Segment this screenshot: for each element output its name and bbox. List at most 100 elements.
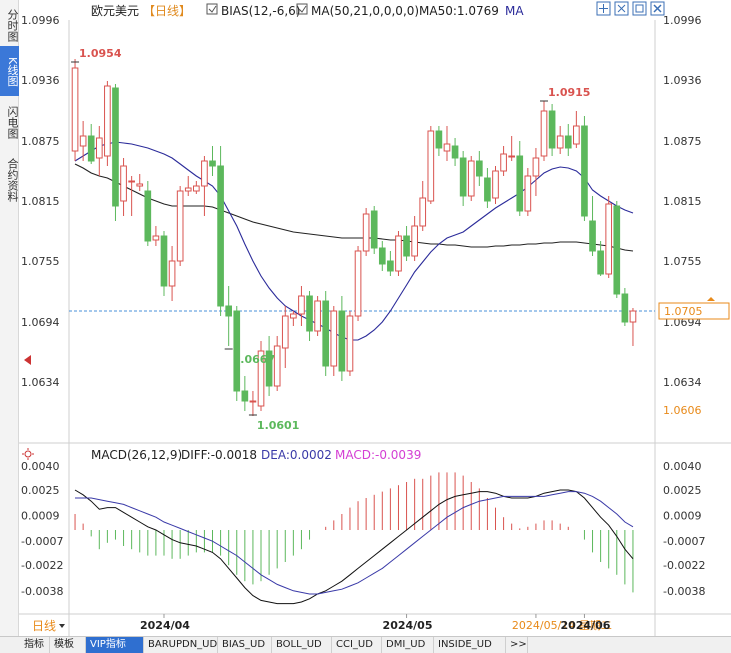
chart-period: 【日线】	[143, 4, 191, 18]
macd-settings-icon[interactable]	[22, 448, 34, 460]
macd-y-tick-right: -0.0038	[663, 585, 705, 598]
price-chart[interactable]: 欧元美元 【日线】 BIAS(12,-6,6) MA(50,21,0,0,0,0…	[19, 0, 731, 636]
indicator-tab-5[interactable]: BOLL_UD	[272, 637, 332, 653]
candle-body	[241, 390, 249, 402]
macd-y-tick-right: 0.0040	[663, 460, 702, 473]
indicator-tab-9[interactable]: >>	[506, 637, 528, 653]
candle-body	[281, 315, 289, 349]
up-arrow-icon	[707, 297, 715, 301]
candle-body	[370, 210, 378, 249]
window-icon[interactable]	[632, 1, 647, 16]
candle-body	[419, 197, 427, 227]
close-icon[interactable]	[650, 1, 665, 16]
candle-body	[362, 213, 370, 252]
candle-body	[257, 350, 265, 407]
indicator-tab-2[interactable]: VIP指标	[86, 637, 144, 653]
candle-body	[160, 235, 168, 287]
current-price-box	[658, 302, 730, 320]
x-tick-label: 2024/05	[383, 619, 433, 632]
y-tick-right: 1.0996	[663, 14, 702, 27]
macd-name: MACD(26,12,9)	[91, 448, 182, 462]
macd-dea: DEA:0.0002	[261, 448, 332, 462]
macd-y-tick-left: -0.0007	[21, 535, 63, 548]
indicator-tab-7[interactable]: DMI_UD	[382, 637, 434, 653]
macd-y-tick-right: -0.0007	[663, 535, 705, 548]
indicator-tab-bar: 指标 模板 VIP指标 BARUPDN_UD BIAS_UD BOLL_UD CCI_UD D…	[0, 636, 731, 653]
candle-body	[192, 185, 200, 192]
current-price-label: 1.0705	[664, 305, 703, 318]
y-tick-right: 1.0936	[663, 74, 702, 87]
macd-y-tick-left: 0.0040	[21, 460, 60, 473]
y-tick-left: 1.0996	[21, 14, 60, 27]
visibility-icon[interactable]	[206, 3, 218, 15]
macd-y-tick-right: 0.0009	[663, 510, 702, 523]
indicator-tab-8[interactable]: INSIDE_UD	[434, 637, 506, 653]
extreme-label: 1.0667	[233, 353, 275, 366]
sidebar-tab-0[interactable]: 分时图	[6, 8, 19, 42]
candle-body	[556, 135, 564, 149]
candle-body	[500, 153, 507, 172]
extreme-label: 1.0601	[257, 419, 299, 432]
candle-body	[298, 295, 305, 315]
candle-body	[290, 313, 297, 319]
candle-body	[144, 190, 152, 242]
candle-body	[597, 250, 604, 275]
bias-label[interactable]: BIAS(12,-6,6)	[221, 4, 300, 18]
candle-body	[435, 130, 443, 149]
indicator-tab-4[interactable]: BIAS_UD	[218, 637, 272, 653]
ma21-line	[74, 141, 634, 341]
candle-body	[387, 260, 394, 272]
fullscreen-icon[interactable]	[614, 1, 629, 16]
candle-body	[508, 155, 516, 158]
candle-body	[95, 137, 103, 159]
chart-sidebar: 分时图 K线图闪电图合约资料	[0, 0, 19, 636]
macd-y-tick-left: -0.0022	[21, 559, 63, 572]
last-price-label: 1.0606	[663, 404, 702, 417]
candle-body	[427, 130, 435, 202]
sidebar-tab-3[interactable]: 合约资料	[6, 158, 19, 202]
macd-value: MACD:-0.0039	[335, 448, 421, 462]
sidebar-tab-2[interactable]: 闪电图	[6, 105, 19, 139]
indicator-tab-3[interactable]: BARUPDN_UD	[144, 637, 218, 653]
crosshair-icon[interactable]	[596, 1, 611, 16]
ma-label[interactable]: MA(50,21,0,0,0,0)	[311, 4, 419, 18]
period-dropdown-icon[interactable]	[59, 624, 65, 628]
candle-body	[548, 110, 556, 149]
visibility-icon-ma[interactable]	[296, 3, 308, 15]
candle-body	[395, 235, 402, 272]
candle-body	[492, 170, 499, 199]
candle-body	[71, 67, 79, 152]
macd-y-tick-right: -0.0022	[663, 559, 705, 572]
candle-body	[605, 203, 613, 275]
candle-body	[217, 165, 224, 307]
candle-body	[354, 250, 362, 317]
candle-body	[176, 190, 184, 262]
indicator-tab-6[interactable]: CCI_UD	[332, 637, 382, 653]
candle-body	[330, 310, 338, 367]
indicator-tab-1[interactable]: 模板	[50, 637, 86, 653]
macd-dea-line	[75, 491, 634, 595]
y-tick-right: 1.0634	[663, 376, 702, 389]
candle-body	[411, 225, 418, 257]
candle-body	[225, 305, 233, 317]
candle-body	[475, 160, 483, 177]
macd-diff: DIFF:-0.0018	[181, 448, 257, 462]
candle-body	[136, 183, 144, 187]
sidebar-tab-1[interactable]: K线图	[0, 46, 19, 96]
collapse-arrow-icon	[24, 355, 31, 365]
y-tick-left: 1.0755	[21, 255, 60, 268]
candle-body	[265, 350, 273, 387]
macd-y-tick-left: -0.0038	[21, 585, 63, 598]
candle-body	[338, 310, 346, 372]
candle-body	[314, 300, 321, 332]
candle-body	[184, 187, 192, 192]
y-tick-right: 1.0755	[663, 255, 702, 268]
candle-body	[209, 160, 216, 167]
ma-short-label: MA	[505, 4, 524, 18]
candle-body	[451, 145, 459, 159]
candle-body	[532, 157, 540, 177]
candle-body	[629, 310, 637, 323]
indicator-tab-0[interactable]: 指标	[20, 637, 50, 653]
x-tick-label: 2024/06	[560, 619, 610, 632]
macd-diff-line	[74, 489, 634, 605]
